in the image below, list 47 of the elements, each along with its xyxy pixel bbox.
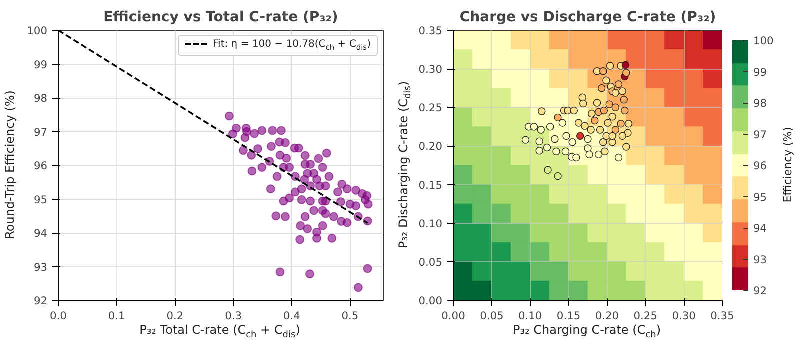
color-bar-title: Efficiency (%) bbox=[782, 127, 794, 203]
y-tick-label: 0.10 bbox=[418, 217, 443, 230]
x-tick-label: 0.00 bbox=[442, 310, 466, 322]
color-bar-label: 98 bbox=[754, 97, 768, 110]
y-tick-label: 98 bbox=[34, 92, 48, 105]
x-tick-label: 0.1 bbox=[108, 310, 126, 322]
x-tick-label: 0.15 bbox=[556, 310, 581, 322]
x-tick-label: 0.30 bbox=[672, 310, 696, 322]
x-tick-label: 0.5 bbox=[342, 310, 359, 322]
x-tick-label: 0.3 bbox=[225, 310, 242, 322]
y-tick-label: 0.00 bbox=[418, 294, 443, 308]
y-tick-label: 95 bbox=[34, 193, 48, 206]
y-axis-title: Round-Trip Efficiency (%) bbox=[3, 90, 17, 240]
y-tick-label: 0.25 bbox=[418, 102, 443, 115]
y-tick-label: 100 bbox=[27, 24, 48, 38]
x-tick-label: 0.25 bbox=[634, 310, 658, 322]
y-tick-label: 97 bbox=[34, 126, 48, 139]
x-tick-label: 0.2 bbox=[166, 310, 184, 322]
x-tick-label: 0.0 bbox=[50, 310, 68, 322]
y-tick-label: 92 bbox=[34, 294, 48, 308]
x-tick-label: 0.10 bbox=[518, 310, 542, 322]
color-bar-label: 97 bbox=[754, 128, 768, 142]
x-tick-label: 0.4 bbox=[283, 310, 301, 322]
x-tick-label: 0.05 bbox=[480, 310, 504, 322]
color-bar-label: 93 bbox=[754, 253, 768, 266]
y-tick-label: 0.05 bbox=[418, 256, 443, 269]
color-bar-label: 100 bbox=[754, 34, 774, 48]
x-tick-label: 0.20 bbox=[595, 310, 620, 322]
y-tick-label: 93 bbox=[34, 260, 48, 274]
color-bar-label: 99 bbox=[754, 66, 768, 79]
y-tick-label: 96 bbox=[34, 160, 48, 172]
x-axis-title: P₃₂ Total C-rate (C$_{ch}$ + C$_{dis}$) bbox=[140, 323, 300, 340]
color-bar-label: 92 bbox=[754, 284, 768, 298]
y-tick-label: 0.15 bbox=[418, 178, 443, 192]
chart-title: Efficiency vs Total C-rate (P₃₂) bbox=[104, 10, 338, 26]
chart-title: Charge vs Discharge C-rate (P₃₂) bbox=[460, 10, 716, 26]
y-tick-label: 0.20 bbox=[418, 140, 443, 154]
y-tick-label: 0.35 bbox=[418, 24, 443, 38]
x-tick-label: 0.35 bbox=[710, 310, 734, 322]
x-axis-title: P₃₂ Charging C-rate (C$_{ch}$) bbox=[512, 323, 662, 340]
legend-label: Fit: η = 100 − 10.78(C$_{ch}$ + C$_{dis}$) bbox=[213, 39, 371, 52]
color-bar-label: 95 bbox=[754, 190, 768, 204]
y-tick-label: 99 bbox=[34, 58, 48, 72]
y-tick-label: 94 bbox=[34, 227, 48, 240]
color-bar-label: 96 bbox=[754, 160, 768, 172]
color-bar-label: 94 bbox=[754, 222, 768, 235]
y-tick-label: 0.30 bbox=[418, 63, 443, 76]
